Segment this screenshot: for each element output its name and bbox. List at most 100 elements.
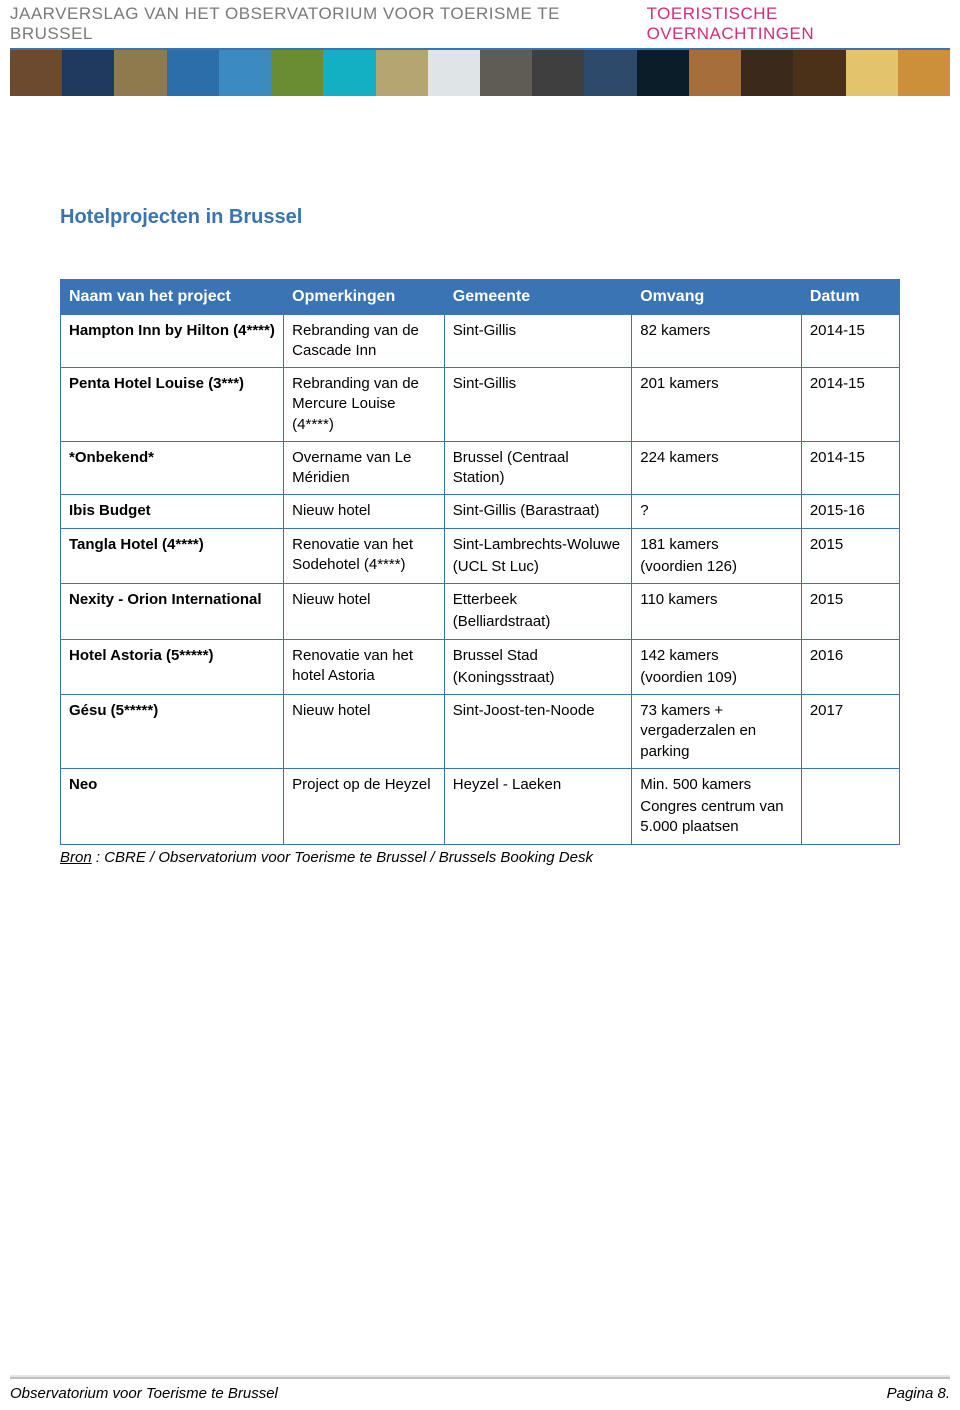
table-row: Hampton Inn by Hilton (4****)Rebranding …: [61, 314, 900, 368]
source-label: Bron: [60, 849, 92, 866]
cell-remarks: Project op de Heyzel: [284, 768, 445, 844]
cell-remarks: Rebranding van de Cascade Inn: [284, 314, 445, 368]
section-title: Hotelprojecten in Brussel: [60, 206, 900, 229]
cell-gemeente: Sint-Gillis: [444, 368, 631, 442]
table-row: Gésu (5*****)Nieuw hotelSint-Joost-ten-N…: [61, 695, 900, 769]
cell-project: Ibis Budget: [61, 495, 284, 528]
page-footer: Observatorium voor Toerisme te Brussel P…: [0, 1377, 960, 1410]
header-strip-tile: [323, 50, 375, 96]
table-row: Tangla Hotel (4****)Renovatie van het So…: [61, 528, 900, 584]
table-row: Ibis BudgetNieuw hotelSint-Gillis (Baras…: [61, 495, 900, 528]
header-strip-tile: [480, 50, 532, 96]
table-header-cell: Omvang: [632, 280, 802, 315]
footer-row: Observatorium voor Toerisme te Brussel P…: [10, 1385, 950, 1402]
cell-datum: 2016: [801, 639, 899, 695]
header-strip-tile: [167, 50, 219, 96]
cell-omvang: 201 kamers: [632, 368, 802, 442]
cell-project: Nexity - Orion International: [61, 584, 284, 640]
table-row: NeoProject op de HeyzelHeyzel - LaekenMi…: [61, 768, 900, 844]
projects-table: Naam van het projectOpmerkingenGemeenteO…: [60, 279, 900, 845]
table-row: Hotel Astoria (5*****)Renovatie van het …: [61, 639, 900, 695]
cell-omvang: 224 kamers: [632, 441, 802, 495]
cell-omvang: 82 kamers: [632, 314, 802, 368]
header-strip-tile: [793, 50, 845, 96]
cell-gemeente: Brussel Stad(Koningsstraat): [444, 639, 631, 695]
cell-omvang: 181 kamers(voordien 126): [632, 528, 802, 584]
cell-datum: 2017: [801, 695, 899, 769]
cell-gemeente: Heyzel - Laeken: [444, 768, 631, 844]
header-strip-tile: [532, 50, 584, 96]
header-image-strip: [10, 48, 950, 96]
footer-divider: [10, 1377, 950, 1379]
cell-datum: 2015-16: [801, 495, 899, 528]
cell-remarks: Nieuw hotel: [284, 495, 445, 528]
header-strip-tile: [898, 50, 950, 96]
cell-project: Gésu (5*****): [61, 695, 284, 769]
table-row: Nexity - Orion InternationalNieuw hotelE…: [61, 584, 900, 640]
table-body: Hampton Inn by Hilton (4****)Rebranding …: [61, 314, 900, 844]
cell-project: Penta Hotel Louise (3***): [61, 368, 284, 442]
header-strip-tile: [584, 50, 636, 96]
cell-project: Tangla Hotel (4****): [61, 528, 284, 584]
cell-gemeente: Sint-Joost-ten-Noode: [444, 695, 631, 769]
header-strip-tile: [637, 50, 689, 96]
header-strip-tile: [428, 50, 480, 96]
cell-remarks: Overname van Le Méridien: [284, 441, 445, 495]
cell-gemeente: Sint-Gillis (Barastraat): [444, 495, 631, 528]
page-header: JAARVERSLAG VAN HET OBSERVATORIUM VOOR T…: [0, 0, 960, 96]
cell-omvang: ?: [632, 495, 802, 528]
cell-gemeente-sub: (UCL St Luc): [453, 557, 623, 577]
footer-left: Observatorium voor Toerisme te Brussel: [10, 1385, 278, 1402]
footer-right: Pagina 8.: [887, 1385, 950, 1402]
cell-datum: [801, 768, 899, 844]
cell-gemeente-sub: (Belliardstraat): [453, 612, 623, 632]
cell-omvang-sub: (voordien 109): [640, 668, 793, 688]
header-strip-tile: [846, 50, 898, 96]
cell-remarks: Rebranding van de Mercure Louise (4****): [284, 368, 445, 442]
cell-project: Neo: [61, 768, 284, 844]
cell-omvang-sub: (voordien 126): [640, 557, 793, 577]
cell-datum: 2015: [801, 584, 899, 640]
cell-datum: 2014-15: [801, 441, 899, 495]
header-strip-tile: [10, 50, 62, 96]
cell-remarks: Renovatie van het Sodehotel (4****): [284, 528, 445, 584]
source-text: : CBRE / Observatorium voor Toerisme te …: [92, 849, 593, 866]
table-header-cell: Datum: [801, 280, 899, 315]
cell-remarks: Nieuw hotel: [284, 695, 445, 769]
header-strip-tile: [271, 50, 323, 96]
cell-datum: 2014-15: [801, 368, 899, 442]
table-row: *Onbekend*Overname van Le MéridienBrusse…: [61, 441, 900, 495]
table-row: Penta Hotel Louise (3***)Rebranding van …: [61, 368, 900, 442]
cell-omvang: 142 kamers(voordien 109): [632, 639, 802, 695]
table-header-cell: Naam van het project: [61, 280, 284, 315]
cell-omvang-sub: Congres centrum van 5.000 plaatsen: [640, 797, 793, 838]
table-header-cell: Gemeente: [444, 280, 631, 315]
cell-gemeente: Sint-Lambrechts-Woluwe(UCL St Luc): [444, 528, 631, 584]
header-top-row: JAARVERSLAG VAN HET OBSERVATORIUM VOOR T…: [10, 0, 950, 48]
source-line: Bron : CBRE / Observatorium voor Toerism…: [60, 849, 900, 866]
header-strip-tile: [689, 50, 741, 96]
header-left-text: JAARVERSLAG VAN HET OBSERVATORIUM VOOR T…: [10, 4, 647, 44]
header-strip-tile: [741, 50, 793, 96]
cell-project: Hotel Astoria (5*****): [61, 639, 284, 695]
header-right-text: TOERISTISCHE OVERNACHTINGEN: [647, 4, 950, 44]
cell-gemeente: Etterbeek(Belliardstraat): [444, 584, 631, 640]
cell-project: Hampton Inn by Hilton (4****): [61, 314, 284, 368]
cell-gemeente: Brussel (Centraal Station): [444, 441, 631, 495]
header-strip-tile: [62, 50, 114, 96]
table-header-row: Naam van het projectOpmerkingenGemeenteO…: [61, 280, 900, 315]
cell-remarks: Renovatie van het hotel Astoria: [284, 639, 445, 695]
cell-datum: 2014-15: [801, 314, 899, 368]
content-area: Hotelprojecten in Brussel Naam van het p…: [0, 96, 960, 866]
cell-gemeente-sub: (Koningsstraat): [453, 668, 623, 688]
cell-project: *Onbekend*: [61, 441, 284, 495]
cell-omvang: Min. 500 kamersCongres centrum van 5.000…: [632, 768, 802, 844]
cell-datum: 2015: [801, 528, 899, 584]
header-strip-tile: [219, 50, 271, 96]
cell-remarks: Nieuw hotel: [284, 584, 445, 640]
cell-omvang: 110 kamers: [632, 584, 802, 640]
header-strip-tile: [114, 50, 166, 96]
cell-gemeente: Sint-Gillis: [444, 314, 631, 368]
cell-omvang: 73 kamers + vergaderzalen en parking: [632, 695, 802, 769]
table-header-cell: Opmerkingen: [284, 280, 445, 315]
